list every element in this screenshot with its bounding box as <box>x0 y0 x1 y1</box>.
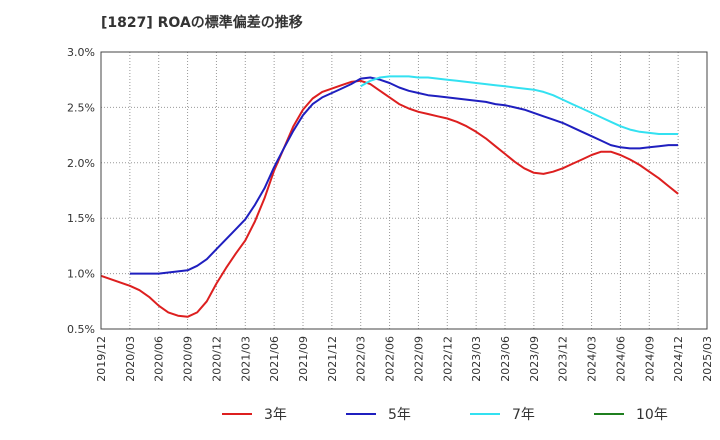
x-tick-label: 2023/03 <box>470 336 483 382</box>
y-tick-label: 2.5% <box>67 101 95 114</box>
x-tick-label: 2020/12 <box>210 336 223 382</box>
y-tick-label: 1.0% <box>67 268 95 281</box>
x-tick-label: 2022/06 <box>384 336 397 382</box>
series-line-2 <box>360 75 679 135</box>
x-tick-label: 2021/12 <box>326 336 339 382</box>
series-line-0 <box>100 79 679 318</box>
series-line-1 <box>129 76 679 275</box>
grid <box>101 52 707 329</box>
legend-label-1: 5年 <box>388 407 411 423</box>
x-tick-label: 2020/09 <box>182 336 195 382</box>
x-tick-label: 2019/12 <box>95 336 108 382</box>
plot-area <box>100 51 708 330</box>
legend: 3年 5年 7年 10年 <box>222 407 668 423</box>
y-tick-label: 3.0% <box>67 46 95 59</box>
x-tick-label: 2021/09 <box>297 336 310 382</box>
x-axis: 2019/12 2020/03 2020/06 2020/09 2020/12 2021/… <box>95 336 714 382</box>
x-tick-label: 2025/03 <box>701 336 714 382</box>
y-tick-label: 2.0% <box>67 157 95 170</box>
y-tick-label: 0.5% <box>67 323 95 336</box>
x-tick-label: 2024/03 <box>586 336 599 382</box>
y-tick-label: 1.5% <box>67 212 95 225</box>
chart-title: [1827] ROAの標準偏差の推移 <box>101 14 303 31</box>
x-tick-label: 2022/12 <box>441 336 454 382</box>
x-tick-label: 2020/03 <box>124 336 137 382</box>
series-lines <box>100 75 679 318</box>
legend-label-3: 10年 <box>636 407 668 423</box>
x-tick-label: 2023/06 <box>499 336 512 382</box>
x-tick-label: 2020/06 <box>153 336 166 382</box>
x-tick-label: 2024/09 <box>643 336 656 382</box>
legend-label-0: 3年 <box>264 407 287 423</box>
x-tick-label: 2021/06 <box>268 336 281 382</box>
x-tick-label: 2023/09 <box>528 336 541 382</box>
y-axis: 0.5% 1.0% 1.5% 2.0% 2.5% 3.0% <box>67 46 95 336</box>
x-tick-label: 2023/12 <box>557 336 570 382</box>
x-tick-label: 2024/06 <box>614 336 627 382</box>
x-tick-label: 2022/09 <box>412 336 425 382</box>
legend-label-2: 7年 <box>512 407 535 423</box>
x-tick-label: 2024/12 <box>672 336 685 382</box>
x-tick-label: 2022/03 <box>355 336 368 382</box>
x-tick-label: 2021/03 <box>239 336 252 382</box>
